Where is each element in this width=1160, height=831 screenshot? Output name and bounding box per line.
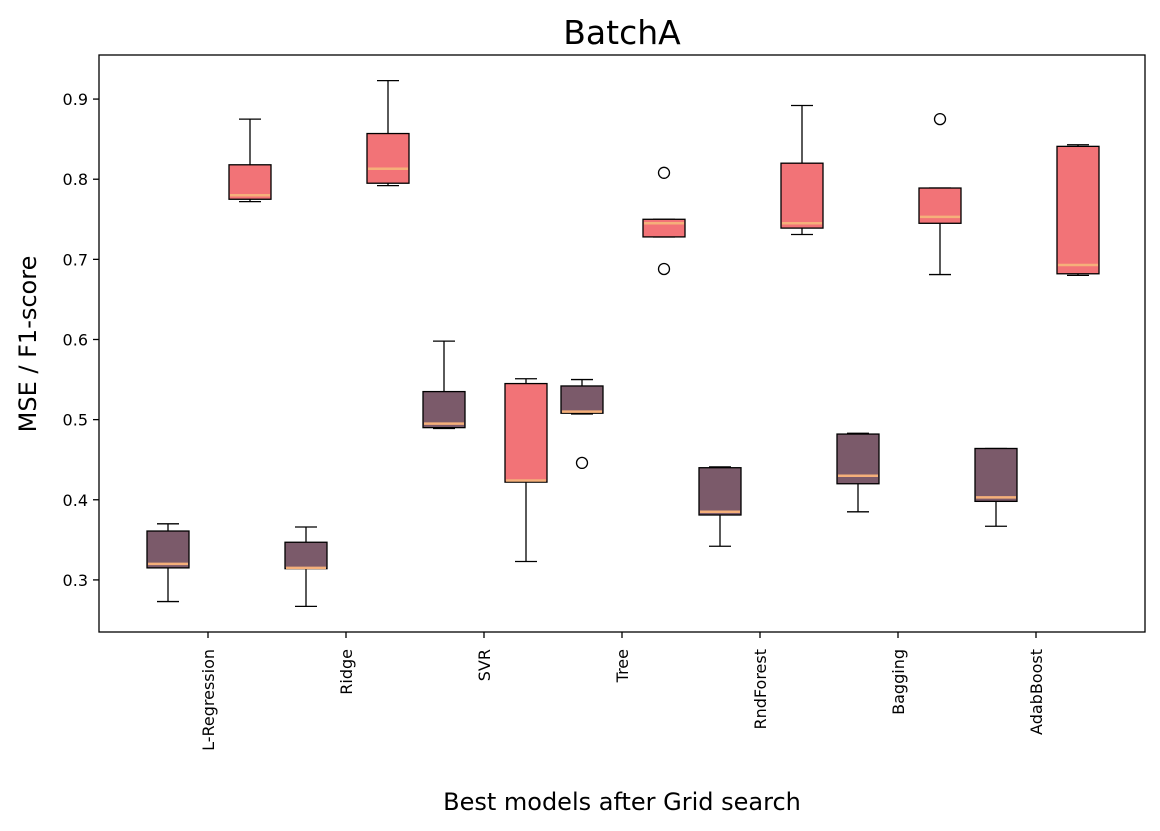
outlier-point — [657, 262, 671, 276]
x-tick-label: Tree — [613, 649, 632, 683]
y-tick-label: 0.7 — [63, 250, 88, 269]
x-axis: L-Regression Ridge SVR Tree RndForest Bagging… — [199, 632, 1046, 751]
y-tick-label: 0.6 — [63, 330, 88, 349]
y-tick-label: 0.4 — [63, 491, 88, 510]
box-iqr — [284, 541, 328, 570]
f1-box-l-regression — [228, 118, 272, 203]
box-iqr — [974, 447, 1018, 503]
y-axis: 0.3 0.4 0.5 0.6 0.7 0.8 0.9 — [63, 90, 99, 590]
outlier-point — [575, 456, 589, 470]
f1-box-adabboost — [1056, 144, 1100, 277]
x-tick-label: Bagging — [889, 649, 908, 715]
x-axis-label: Best models after Grid search — [443, 788, 801, 816]
mse-box-svr — [422, 340, 466, 430]
outlier-point — [657, 166, 671, 179]
y-tick-label: 0.9 — [63, 90, 88, 109]
f1-box-tree — [642, 166, 686, 276]
chart-title: BatchA — [563, 13, 681, 52]
f1-box-rndforest — [780, 104, 824, 236]
box-iqr — [698, 467, 742, 516]
box-iqr — [228, 164, 272, 200]
y-tick-label: 0.3 — [63, 571, 88, 590]
mse-box-adabboost — [974, 447, 1018, 527]
x-tick-label: AdabBoost — [1027, 649, 1046, 735]
x-tick-label: L-Regression — [199, 649, 218, 751]
mse-box-tree — [560, 378, 604, 470]
box-iqr — [422, 390, 466, 429]
box-iqr — [780, 162, 824, 229]
mse-box-l-regression — [146, 523, 190, 603]
x-tick-label: RndForest — [751, 649, 770, 730]
mse-box-ridge — [284, 526, 328, 608]
box-iqr — [366, 132, 410, 184]
y-tick-label: 0.8 — [63, 170, 88, 189]
box-iqr — [642, 218, 686, 238]
x-tick-label: SVR — [475, 649, 494, 681]
y-tick-label: 0.5 — [63, 411, 88, 430]
box-iqr — [560, 385, 604, 414]
f1-box-svr — [504, 378, 548, 563]
y-axis-label: MSE / F1-score — [14, 256, 42, 433]
box-iqr — [504, 382, 548, 483]
outlier-point — [933, 112, 947, 126]
mse-box-rndforest — [698, 466, 742, 547]
box-iqr — [146, 530, 190, 569]
x-tick-label: Ridge — [337, 649, 356, 695]
mse-box-bagging — [836, 432, 880, 513]
plot-frame — [98, 54, 1146, 633]
f1-box-ridge — [366, 79, 410, 187]
box-iqr — [1056, 145, 1100, 275]
f1-box-bagging — [918, 112, 962, 276]
box-group — [146, 79, 1100, 608]
